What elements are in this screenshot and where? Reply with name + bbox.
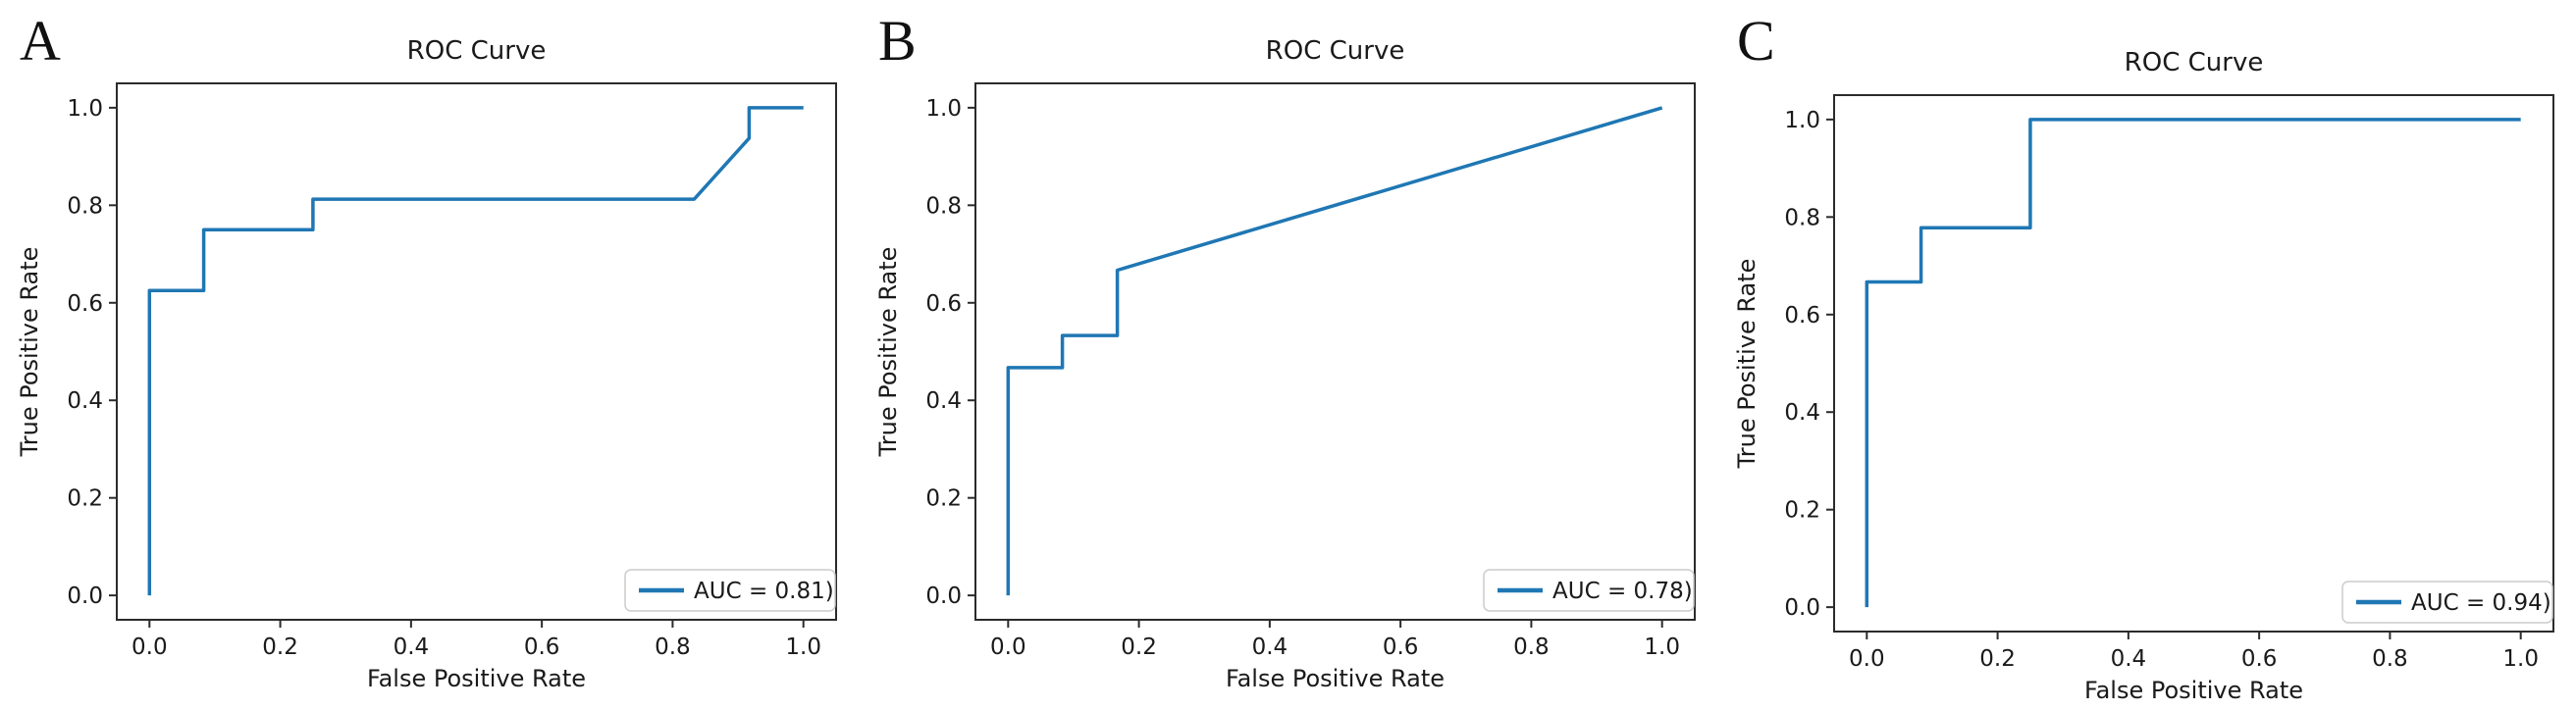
- roc-plot-a: ROC Curve False Positive Rate True Positiv…: [16, 36, 837, 692]
- x-tick-label: 0.8: [2372, 646, 2408, 672]
- panel-c: ROC Curve False Positive Rate True Positiv…: [1717, 0, 2576, 710]
- y-tick-label: 0.2: [67, 486, 103, 512]
- x-tick-label: 0.0: [1849, 646, 1885, 672]
- y-tick-label: 1.0: [1784, 108, 1820, 133]
- panel-label-a: A: [20, 9, 61, 73]
- x-tick-label: 0.8: [1513, 634, 1550, 660]
- y-tick-label: 0.2: [925, 486, 962, 512]
- chart-title: ROC Curve: [407, 36, 547, 66]
- x-tick-label: 0.6: [524, 634, 560, 660]
- x-tick-label: 0.4: [394, 634, 430, 660]
- y-tick-label: 1.0: [925, 96, 962, 122]
- y-tick-label: 0.6: [67, 291, 103, 317]
- x-tick-label: 0.6: [1383, 634, 1419, 660]
- chart-title: ROC Curve: [2125, 48, 2264, 77]
- x-tick-label: 1.0: [2502, 646, 2539, 672]
- legend-label: AUC = 0.78): [1552, 579, 1693, 604]
- panel-a: ROC Curve False Positive Rate True Positiv…: [0, 0, 859, 710]
- legend-box: [624, 569, 836, 612]
- x-tick-label: 0.2: [262, 634, 298, 660]
- x-tick-label: 1.0: [1644, 634, 1680, 660]
- x-tick-label: 1.0: [785, 634, 821, 660]
- y-tick-label: 0.2: [1784, 498, 1820, 524]
- panel-b: ROC Curve False Positive Rate True Positiv…: [859, 0, 1717, 710]
- y-tick-label: 0.8: [925, 193, 962, 219]
- panel-label-c: C: [1737, 9, 1775, 73]
- roc-plot-b: ROC Curve False Positive Rate True Positiv…: [874, 36, 1696, 692]
- y-tick-label: 0.8: [67, 193, 103, 219]
- y-tick-label: 0.0: [1784, 595, 1820, 621]
- roc-plot-c: ROC Curve False Positive Rate True Positiv…: [1733, 48, 2554, 704]
- panel-label-b: B: [878, 9, 917, 73]
- x-tick-label: 0.0: [131, 634, 168, 660]
- y-tick-label: 0.6: [1784, 303, 1820, 329]
- x-axis-label: False Positive Rate: [367, 665, 586, 692]
- x-tick-label: 0.0: [990, 634, 1026, 660]
- roc-curve: [147, 106, 804, 596]
- legend-box: [2341, 581, 2553, 624]
- y-tick-label: 0.4: [1784, 400, 1820, 426]
- y-tick-label: 1.0: [67, 96, 103, 122]
- y-tick-label: 0.0: [67, 583, 103, 609]
- plot-frame: [974, 82, 1696, 621]
- y-tick-label: 0.4: [67, 388, 103, 414]
- legend-box: [1483, 569, 1695, 612]
- y-axis-label: True Positive Rate: [874, 247, 902, 458]
- plot-frame: [116, 82, 837, 621]
- legend-label: AUC = 0.81): [694, 579, 834, 604]
- y-axis-label: True Positive Rate: [1733, 259, 1761, 470]
- x-tick-label: 0.2: [1121, 634, 1157, 660]
- x-axis-label: False Positive Rate: [2084, 677, 2303, 704]
- x-tick-label: 0.2: [1979, 646, 2016, 672]
- plot-frame: [1833, 94, 2554, 633]
- legend-label: AUC = 0.94): [2411, 590, 2551, 616]
- y-tick-label: 0.6: [925, 291, 962, 317]
- x-tick-label: 0.8: [655, 634, 691, 660]
- y-tick-label: 0.0: [925, 583, 962, 609]
- chart-title: ROC Curve: [1266, 36, 1405, 66]
- x-tick-label: 0.6: [2241, 646, 2278, 672]
- x-axis-label: False Positive Rate: [1226, 665, 1445, 692]
- roc-curve: [1865, 118, 2521, 608]
- roc-curve: [1006, 106, 1663, 596]
- x-tick-label: 0.4: [2111, 646, 2147, 672]
- y-tick-label: 0.4: [925, 388, 962, 414]
- x-tick-label: 0.4: [1252, 634, 1288, 660]
- y-axis-label: True Positive Rate: [16, 247, 43, 458]
- y-tick-label: 0.8: [1784, 205, 1820, 230]
